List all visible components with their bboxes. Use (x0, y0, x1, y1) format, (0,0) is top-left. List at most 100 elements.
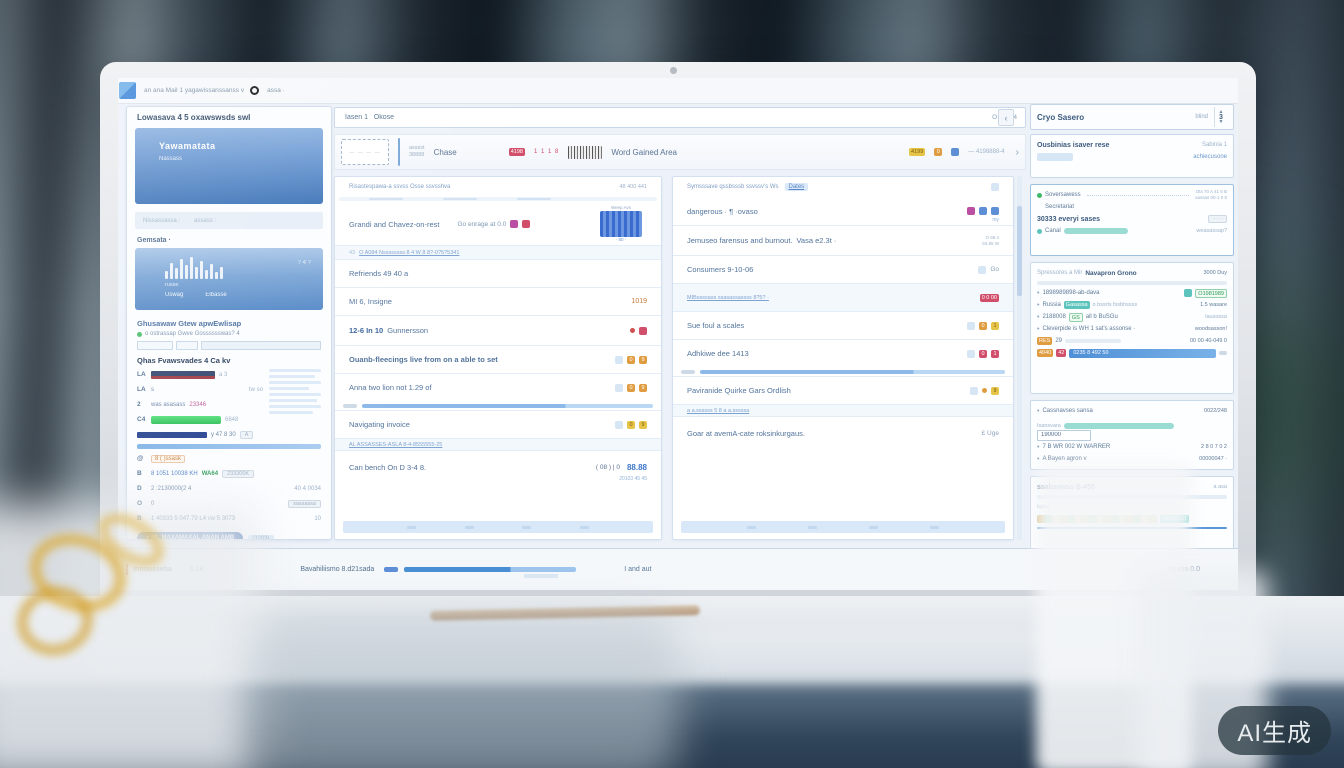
blue-badge (979, 207, 987, 215)
list-item[interactable]: C4 6848 (137, 412, 321, 427)
status-card[interactable]: Soversawess Ots 70 A 41 5 B sassas 00-1 … (1030, 184, 1234, 256)
metric-label: Russia (1042, 302, 1061, 308)
metrics-card[interactable]: Spressores a Mir Navapron Grono 3000 Duy… (1030, 262, 1234, 394)
address-bar[interactable]: O · 4 (334, 107, 1026, 128)
count-value: 38888 (409, 152, 425, 158)
toolbar-tab-chase[interactable]: Chase (433, 147, 457, 157)
list-row[interactable]: Paviranide Quirke Gars Ordlish 9 (673, 376, 1013, 404)
list-item[interactable]: y 47 8 30 A (137, 427, 321, 442)
bar-handle[interactable] (1219, 351, 1227, 355)
app-logo-icon[interactable] (119, 82, 136, 99)
main-toolbar: — — — — asssst 38888 Chase 4198 1 1 1 8 … (334, 134, 1026, 170)
amber-badge: 9 (639, 383, 647, 392)
sidebar-filter-row[interactable] (137, 341, 321, 350)
row-right: £ Uge (981, 430, 999, 437)
summary-card[interactable]: Ousbinias isaver rese Sabinia 1 achiecus… (1030, 134, 1234, 178)
stepper-control[interactable]: ▲ 3 ▼ (1214, 107, 1227, 127)
list-row[interactable]: 12-6 In 10 Gunnersson (335, 315, 661, 345)
list-row[interactable]: MIBssssass ssasassassss 8?5? · 0 0 00 (673, 283, 1013, 311)
address-input[interactable] (343, 113, 986, 122)
list-item[interactable]: 2 was asasass 23346 (137, 397, 321, 412)
value-input[interactable] (1037, 429, 1091, 441)
card-right-2: sassas 00-1 0 5 (1195, 195, 1227, 200)
stepper-down-icon[interactable]: ▼ (1218, 118, 1224, 125)
list-row[interactable]: Goar at avemA-cate roksinkurgaus. £ Uge (673, 416, 1013, 450)
row-text: y 47 8 30 (211, 431, 236, 438)
menu-more-text[interactable]: assa · (267, 87, 285, 94)
list-row[interactable]: Sue foul a scales 0 1 (673, 311, 1013, 339)
teal-chip: Gasassa (1063, 301, 1090, 309)
row-title2: Vasa e2.3t · (796, 236, 837, 245)
row-value: 1019 (631, 298, 647, 305)
sidebar-strip[interactable]: Nissassassa : assass : (135, 212, 323, 229)
list-row[interactable]: Anna two lion not 1.29 of 0 9 (335, 373, 661, 401)
webcam-dot (670, 67, 677, 74)
count-icon[interactable]: 4 (1013, 114, 1017, 121)
faint-badge (978, 265, 987, 274)
thumb-footer: · 60 · (615, 237, 627, 242)
sub-link-row[interactable]: AL ASSASSES-ASLA 8-4-8555555-25 (335, 438, 661, 450)
search-icon[interactable]: O (992, 114, 998, 121)
list-row[interactable]: Grandi and Chavez-on-rest Go enrage at 0… (335, 203, 661, 245)
list-item[interactable]: LA s tw so (137, 382, 321, 397)
bullet-icon: • (1037, 443, 1040, 451)
filter-input[interactable]: — — — — (341, 139, 389, 165)
amber-chip: RES (1037, 337, 1053, 345)
right-panel: Ousbinias isaver rese Sabinia 1 achiecus… (1030, 134, 1234, 548)
foreground-shadow-blob (250, 612, 680, 768)
stepper-up-icon[interactable]: ▲ (1218, 108, 1224, 115)
status-progress-bar[interactable] (404, 567, 577, 578)
progress-handle[interactable] (681, 369, 695, 374)
list-item[interactable]: D 2 :2130000(2 4 40 4 0034 (137, 481, 321, 496)
list-panel-left: Risastespawa-a ssvss Osse ssvsshva 48 40… (334, 176, 662, 540)
chevron-right-icon[interactable]: › (1015, 146, 1019, 158)
banner-subtitle: Nassass (159, 156, 183, 162)
sub-link-row[interactable]: a a.ssssss 5 8 a a.sssssa (673, 404, 1013, 416)
green-bar (151, 415, 221, 424)
list-item[interactable]: @ 8 ( )ssask (137, 451, 321, 466)
card-link[interactable]: achiecusone (1193, 154, 1227, 160)
row-icon: D (137, 485, 142, 492)
list-row[interactable]: Jemuseo farensus and burnout. Vasa e2.3t… (673, 225, 1013, 255)
list-row[interactable]: Navigating invoice 0 9 (335, 410, 661, 438)
vertical-scrollbar[interactable] (1017, 176, 1022, 540)
right-search-box[interactable]: Cryo Sasero blind ▲ 3 ▼ (1030, 104, 1234, 130)
panel-header-link[interactable]: Dates (784, 183, 809, 191)
list-row[interactable]: MI 6, Insigne 1019 (335, 287, 661, 315)
list-row[interactable]: Consumers 9-10-06 Go (673, 255, 1013, 283)
bullet-icon: • (1037, 455, 1040, 463)
row-title: Refriends 49 40 a (349, 269, 409, 278)
row-link[interactable]: O A084 Nssssssss 8 4 W 8 8?-0?5?5341 (359, 249, 460, 256)
row-link[interactable]: MIBssssass ssasassassss 8?5? · (687, 294, 769, 301)
panel-footer-bar[interactable] (681, 521, 1005, 533)
list-item[interactable]: B 8 1051 10038 KH WA64 233300K (137, 466, 321, 481)
row-thumbnail[interactable]: Weep Avs · 60 · (599, 205, 643, 242)
panel-footer-bar[interactable] (343, 521, 653, 533)
bookmark-icon[interactable] (951, 148, 960, 156)
toolbar-tab-word-gained[interactable]: Word Gained Area (611, 147, 677, 157)
row-title: Adhkiwe dee 1413 (687, 349, 749, 358)
list-item[interactable]: O 0 sassassa (137, 496, 321, 511)
row-link[interactable]: a a.ssssss 5 8 a a.sssssa (687, 407, 750, 414)
row-green-value: WA64 (201, 470, 219, 477)
sidebar-banner-audio[interactable]: russe Uswag Elbasse ? 4 ? (135, 248, 323, 310)
row-text: 0 (151, 500, 155, 507)
row-right: 233300K (222, 469, 255, 478)
app-menu-text[interactable]: an ana Mail 1 yagawissanssanss v (144, 87, 245, 94)
list-row[interactable]: Adhkiwe dee 1413 0 1 (673, 339, 1013, 367)
sidebar-banner-primary[interactable]: Yawamatata Nassass (135, 128, 323, 204)
list-row[interactable]: Refriends 49 40 a (335, 259, 661, 287)
list-row[interactable]: Ouanb-fleecings live from on a able to s… (335, 345, 661, 373)
input-card[interactable]: • Cassnavses sansa 0022/248 Isansvara • (1030, 400, 1234, 470)
sub-link-row[interactable]: 43 O A084 Nssssssss 8 4 W 8 8?-0?5?5341 (335, 245, 661, 259)
list-row[interactable]: dangerous · ¶ ·ovaso my (673, 197, 1013, 225)
list-row[interactable]: Can bench On D 3-4 8. ( 08 ) | 0 88.88 2… (335, 450, 661, 484)
row-link[interactable]: AL ASSASSES-ASLA 8-4-8555555-25 (349, 441, 443, 448)
progress-handle[interactable] (343, 403, 357, 408)
barcode-icon (568, 145, 603, 159)
record-icon[interactable] (250, 86, 260, 95)
back-button[interactable]: ‹ (998, 109, 1014, 126)
navy-bar (137, 431, 207, 438)
panel-header-right[interactable]: 48 400 441 (619, 184, 647, 190)
list-item[interactable]: LA a 3 (137, 367, 321, 382)
